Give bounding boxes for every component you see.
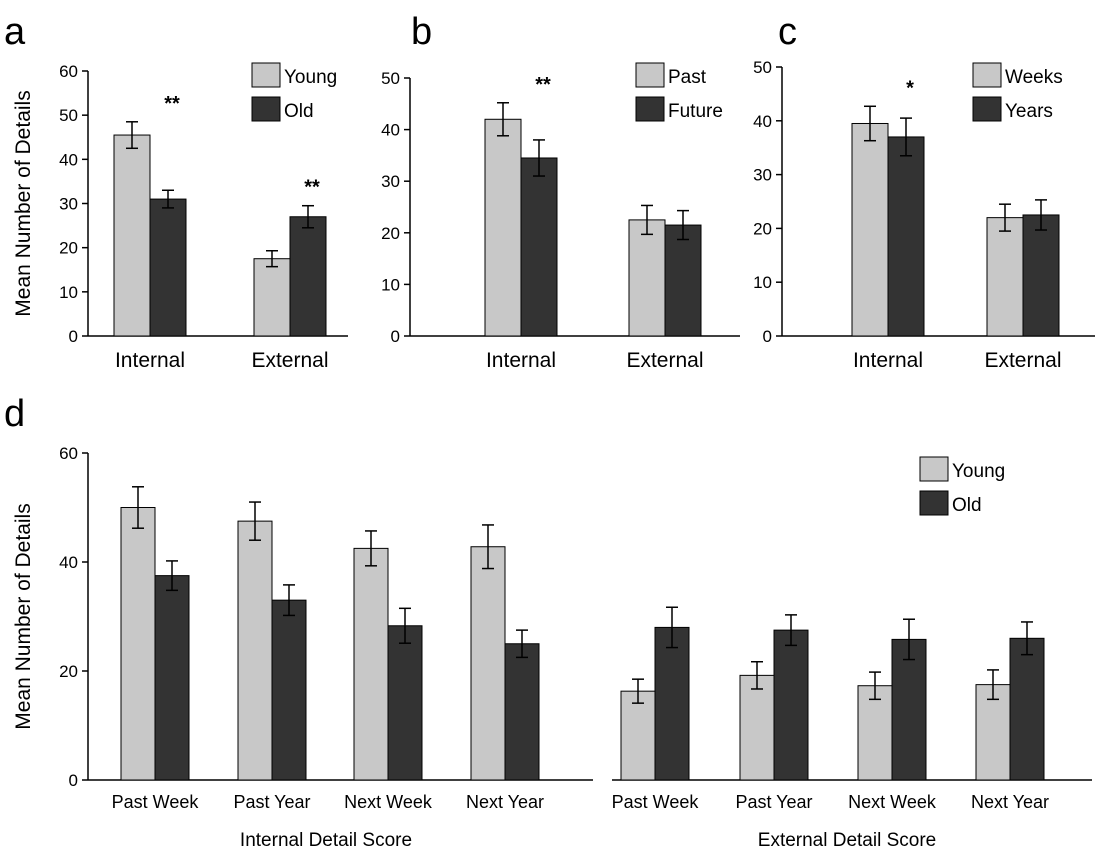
legend-label-d-0: Young [952,461,1005,482]
bar-d-s1-7 [1009,637,1045,781]
bar-b-s0-1 [628,219,666,337]
legend-swatch-a-1 [251,96,281,122]
y-tick-label-b: 20 [381,224,400,243]
bar-a-s0-0 [113,134,151,337]
y-tick-label-c: 10 [753,273,772,292]
y-axis-label-d: Mean Number of Details [12,503,35,729]
legend-label-b-1: Future [668,101,723,122]
x-category-label-a: Internal [115,349,185,372]
panel-letter-c: c [778,11,797,53]
bar-d-s0-4 [620,690,656,781]
bar-d-s0-0 [120,507,156,781]
x-category-label-c: Internal [853,349,923,372]
x-category-label-c: External [984,349,1061,372]
y-tick-label-c: 0 [763,327,772,346]
bar-c-s1-1 [1022,214,1060,337]
legend-label-a-1: Old [284,101,314,122]
y-tick-label-a: 0 [69,327,78,346]
bar-d-s1-3 [504,643,540,781]
bar-c-s0-0 [851,122,889,337]
bar-c-s0-1 [986,217,1024,337]
x-category-label-d: Next Week [344,792,433,812]
significance-marker-a: ** [164,93,180,115]
y-tick-label-c: 20 [753,219,772,238]
x-category-label-d: Past Year [735,792,812,812]
bar-d-s1-0 [154,575,190,781]
legend-label-c-0: Weeks [1005,67,1063,88]
legend-label-c-1: Years [1005,101,1053,122]
panel-letter-d: d [4,393,25,435]
bar-b-s1-1 [664,224,702,337]
bar-d-s1-5 [773,629,809,781]
bar-b-s0-0 [484,118,522,337]
bar-c-s1-0 [887,136,925,337]
y-tick-label-a: 60 [59,62,78,81]
significance-marker-b: ** [535,74,551,96]
y-tick-label-b: 30 [381,172,400,191]
y-tick-label-b: 50 [381,69,400,88]
chart-panel-b: b 0 10 20 30 40 50 Internal External ** Past Future [381,11,740,372]
x-category-label-d: Past Week [112,792,200,812]
bar-a-s1-1 [289,216,327,337]
bar-d-s0-3 [470,546,506,781]
legend-swatch-d-0 [919,456,949,482]
x-category-label-d: Past Week [612,792,700,812]
y-tick-label-a: 50 [59,106,78,125]
bar-d-s1-4 [654,626,690,781]
legend-swatch-a-0 [251,62,281,88]
significance-marker-a: ** [304,177,320,199]
legend-label-b-0: Past [668,67,707,88]
x-category-label-b: External [626,349,703,372]
chart-panel-c: c 0 10 20 30 40 50 Internal External * Weeks Years [753,11,1095,372]
y-tick-label-c: 30 [753,166,772,185]
chart-panel-a: a 0 10 20 30 40 50 60 Mean Number of Details Inte… [4,11,348,372]
y-tick-label-a: 10 [59,283,78,302]
legend-swatch-d-1 [919,490,949,516]
legend-swatch-c-0 [972,62,1002,88]
legend-swatch-c-1 [972,96,1002,122]
bar-d-s1-2 [387,625,423,781]
bar-a-s0-1 [253,258,291,337]
group-label-d: External Detail Score [758,830,936,851]
y-tick-label-c: 50 [753,58,772,77]
y-tick-label-b: 10 [381,275,400,294]
y-tick-label-b: 40 [381,121,400,140]
bar-d-s0-2 [353,547,389,781]
bar-d-s0-7 [975,684,1011,781]
y-tick-label-a: 40 [59,150,78,169]
bar-d-s1-6 [891,638,927,781]
panel-letter-a: a [4,11,26,53]
bar-d-s0-6 [857,685,893,781]
x-category-label-a: External [251,349,328,372]
bar-d-s0-5 [739,674,775,781]
y-tick-label-a: 30 [59,195,78,214]
y-tick-label-c: 40 [753,112,772,131]
x-category-label-d: Next Year [466,792,544,812]
y-tick-label-d: 60 [59,444,78,463]
legend-label-a-0: Young [284,67,337,88]
x-category-label-d: Past Year [233,792,310,812]
x-category-label-d: Next Week [848,792,937,812]
x-category-label-d: Next Year [971,792,1049,812]
bar-d-s1-1 [271,599,307,781]
legend-label-d-1: Old [952,495,982,516]
bar-a-s1-0 [149,198,187,337]
y-tick-label-d: 20 [59,662,78,681]
y-tick-label-d: 40 [59,553,78,572]
x-category-label-b: Internal [486,349,556,372]
y-axis-label-a: Mean Number of Details [12,90,35,316]
significance-marker-c: * [906,77,914,99]
bar-d-s0-1 [237,520,273,781]
y-tick-label-b: 0 [391,327,400,346]
panel-letter-b: b [411,11,432,53]
group-label-d: Internal Detail Score [240,830,412,851]
y-tick-label-a: 20 [59,239,78,258]
legend-swatch-b-1 [635,96,665,122]
chart-panel-d: d 0 20 40 60 Mean Number of Details Past Week P… [4,393,1092,851]
bar-b-s1-0 [520,157,558,337]
y-tick-label-d: 0 [69,771,78,790]
legend-swatch-b-0 [635,62,665,88]
